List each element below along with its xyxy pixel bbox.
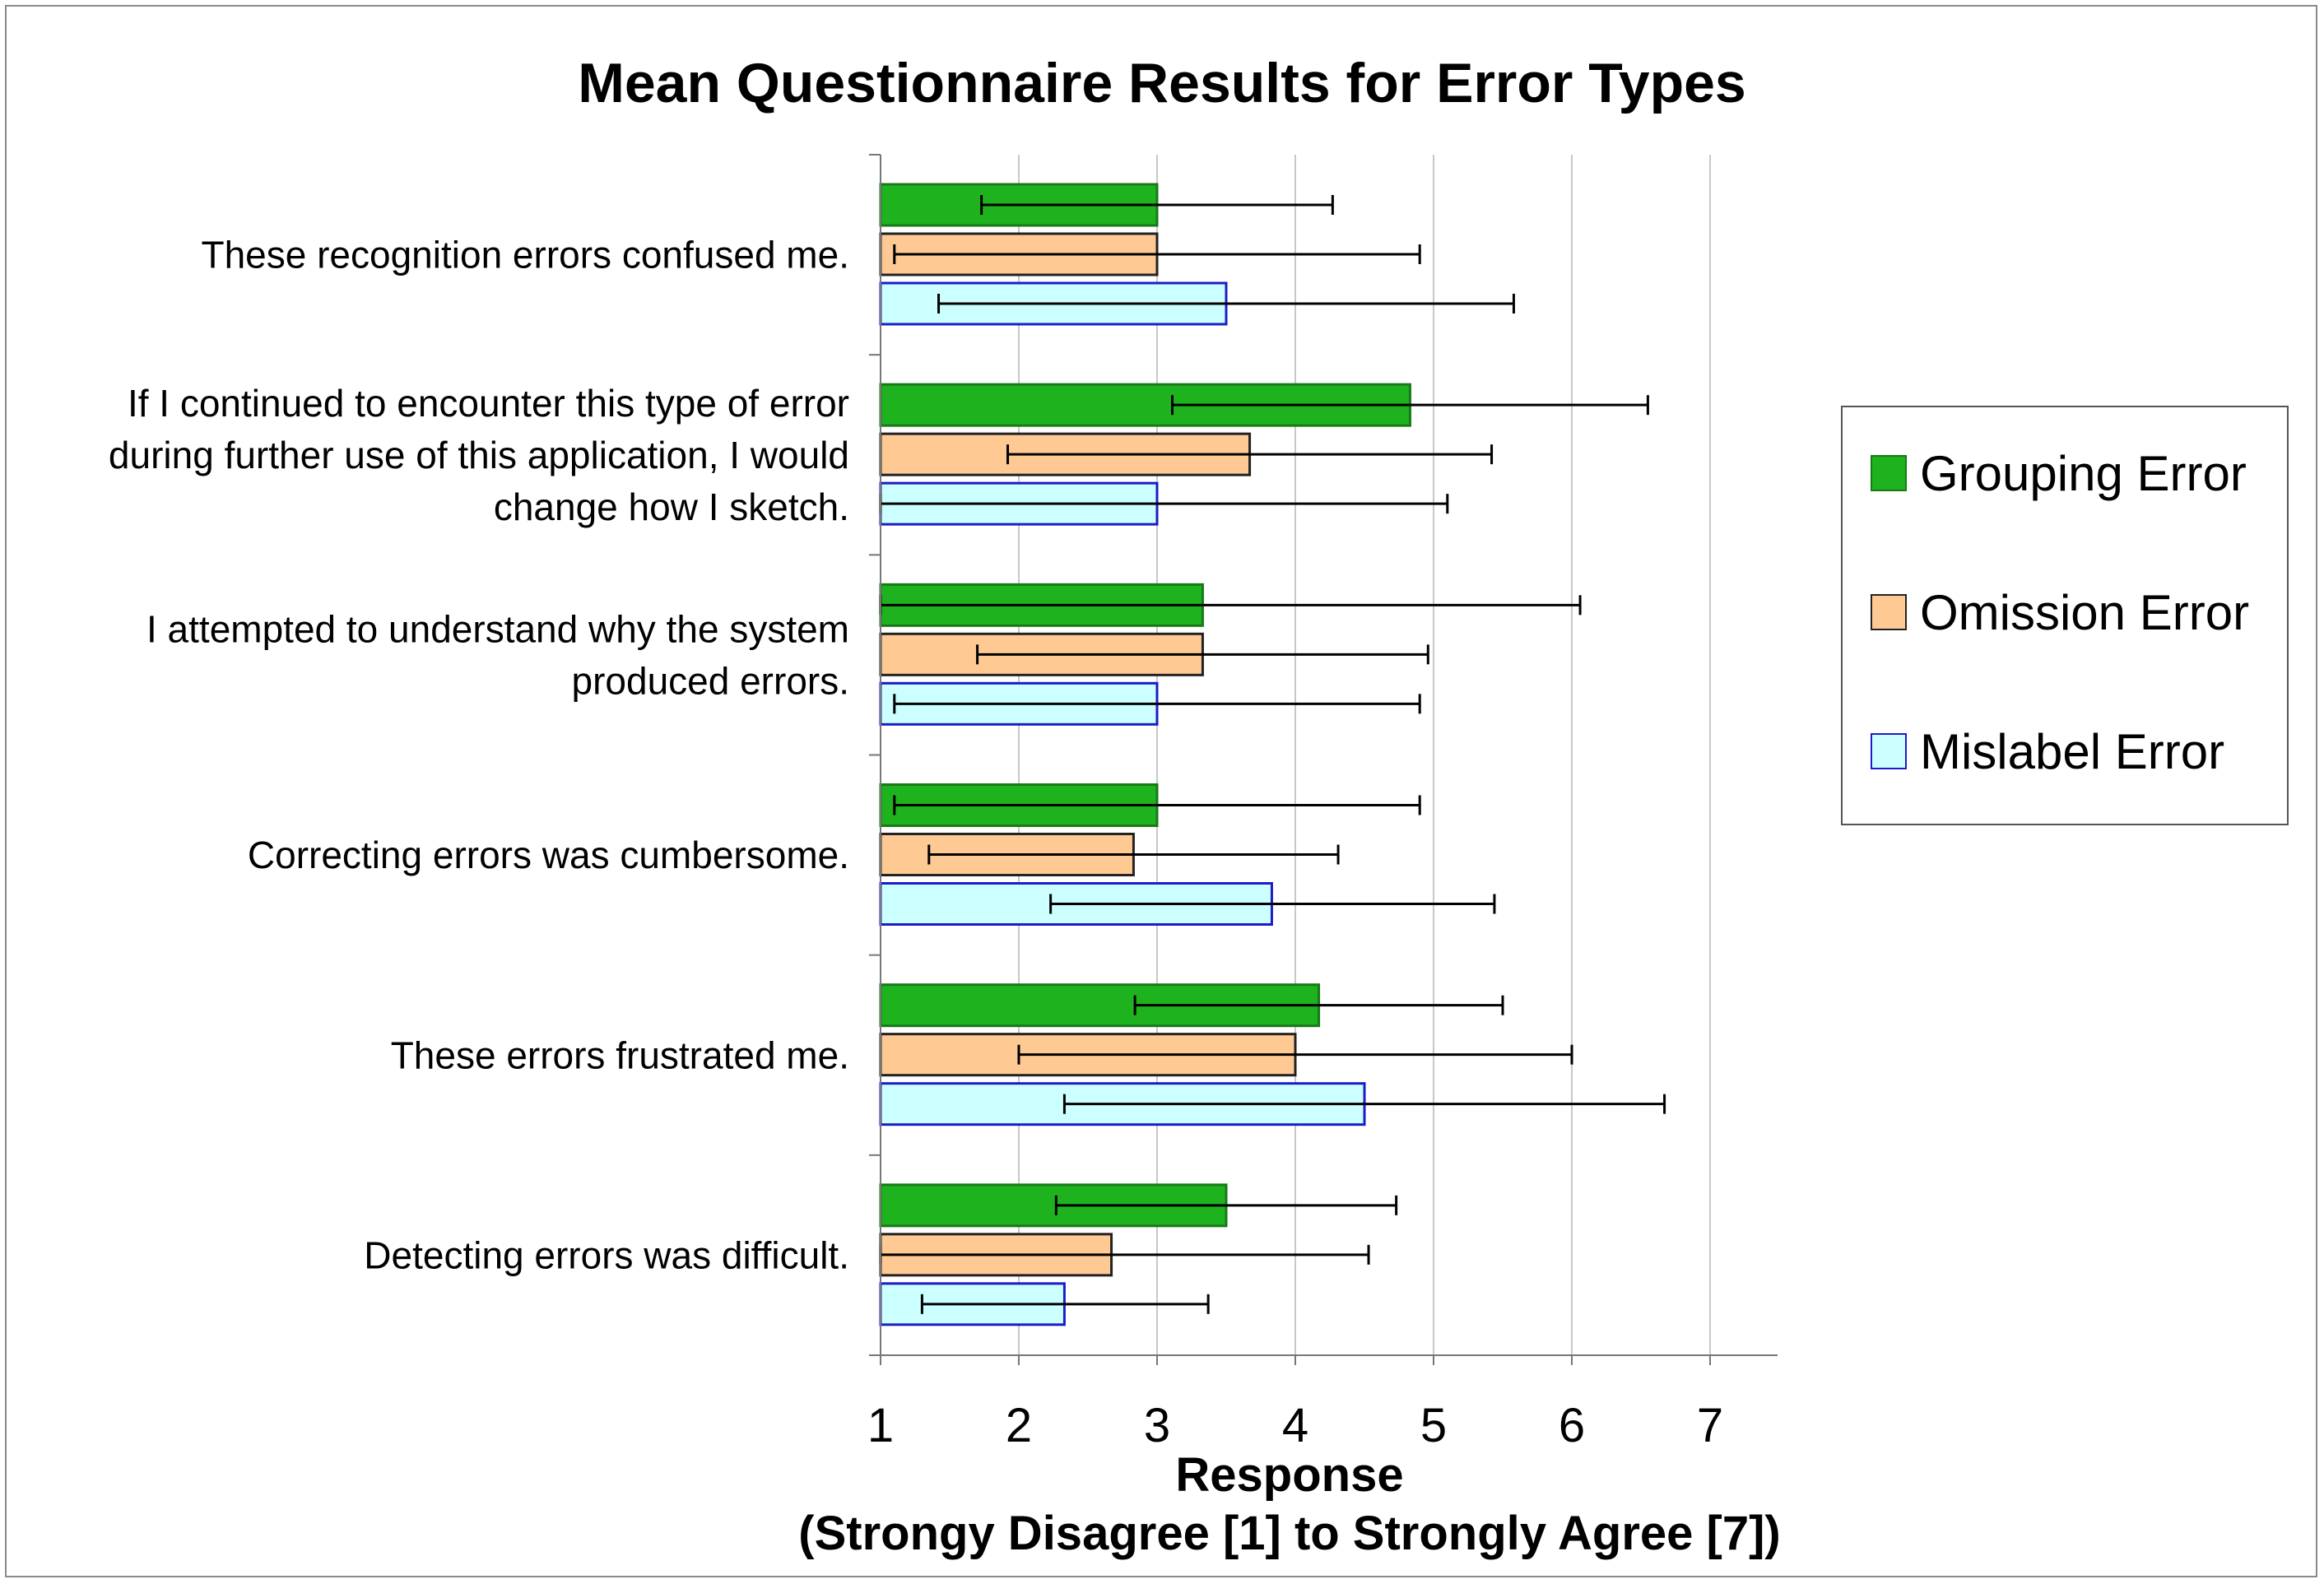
category-label: These errors frustrated me. (391, 1034, 849, 1076)
category-label: Correcting errors was cumbersome. (248, 834, 849, 876)
legend-label-omission: Omission Error (1920, 584, 2250, 640)
category-label: If I continued to encounter this type of… (128, 382, 849, 425)
x-tick-label: 3 (1144, 1399, 1170, 1452)
legend-item-omission: Omission Error (1871, 585, 2249, 640)
category-label: I attempted to understand why the system (146, 607, 849, 650)
legend-swatch-mislabel (1871, 733, 1907, 769)
x-tick-label: 5 (1420, 1399, 1447, 1452)
gridlines (1018, 155, 1711, 1355)
legend-item-mislabel: Mislabel Error (1871, 724, 2224, 779)
legend-item-grouping: Grouping Error (1871, 446, 2247, 501)
legend: Grouping Error Omission Error Mislabel E… (1841, 406, 2289, 825)
legend-label-mislabel: Mislabel Error (1920, 723, 2225, 779)
x-tick-label: 2 (1006, 1399, 1032, 1452)
x-tick-label: 6 (1559, 1399, 1585, 1452)
bars (879, 183, 1666, 1326)
category-label: These recognition errors confused me. (201, 234, 849, 276)
category-label: produced errors. (572, 659, 850, 702)
legend-swatch-omission (1871, 594, 1907, 630)
legend-label-grouping: Grouping Error (1920, 445, 2247, 501)
legend-swatch-grouping (1871, 455, 1907, 491)
x-tick-label: 7 (1697, 1399, 1723, 1452)
category-labels: These recognition errors confused me. If … (109, 234, 849, 1277)
x-tick-label: 4 (1282, 1399, 1308, 1452)
chart-title: Mean Questionnaire Results for Error Typ… (578, 52, 1746, 114)
x-axis-label: Response (1175, 1448, 1403, 1502)
category-label: during further use of this application, … (109, 434, 849, 476)
axes: 1 2 3 4 5 6 7 (867, 154, 1778, 1452)
category-label: change how I sketch. (494, 485, 849, 528)
x-axis-label-subtitle: (Strongy Disagree [1] to Strongly Agree … (798, 1507, 1780, 1560)
x-tick-label: 1 (867, 1399, 894, 1452)
category-label: Detecting errors was difficult. (364, 1233, 849, 1276)
